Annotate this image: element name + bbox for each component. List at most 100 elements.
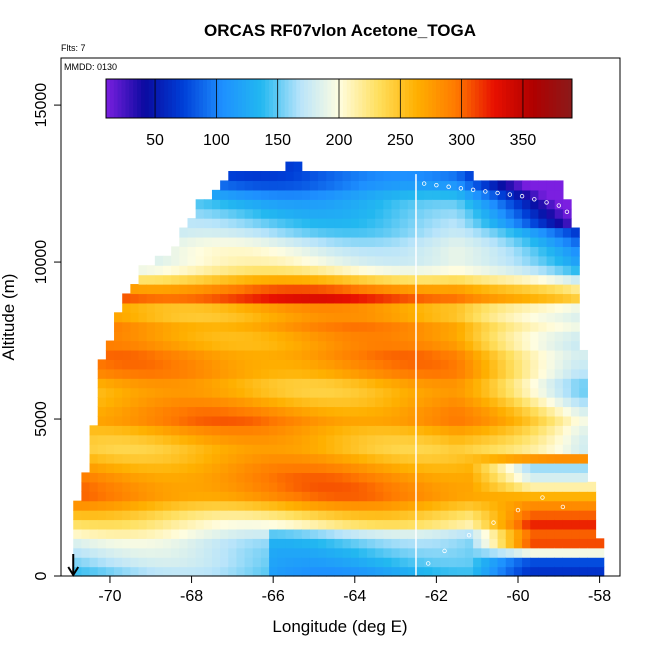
heatmap-cell	[211, 538, 221, 549]
heatmap-cell	[228, 236, 238, 247]
heatmap-cell	[334, 491, 344, 502]
heatmap-cell	[260, 255, 270, 266]
heatmap-cell	[220, 472, 229, 483]
heatmap-cell	[579, 444, 588, 455]
heatmap-cell	[456, 218, 466, 229]
heatmap-cell	[473, 397, 482, 408]
heatmap-cell	[481, 510, 491, 521]
heatmap-cell	[489, 491, 499, 502]
heatmap-cell	[211, 349, 221, 360]
heatmap-cell	[211, 462, 221, 473]
colorbar-swatch	[249, 79, 255, 118]
heatmap-cell	[130, 491, 140, 502]
heatmap-cell	[538, 227, 548, 238]
heatmap-cell	[220, 349, 229, 360]
heatmap-cell	[432, 444, 442, 455]
heatmap-cell	[562, 406, 572, 417]
heatmap-cell	[473, 378, 482, 389]
heatmap-cell	[522, 547, 531, 558]
heatmap-cell	[546, 284, 556, 295]
heatmap-cell	[546, 387, 556, 398]
heatmap-cell	[220, 378, 229, 389]
heatmap-cell	[309, 180, 319, 191]
x-axis-label: Longitude (deg E)	[272, 617, 407, 636]
heatmap-cell	[138, 491, 148, 502]
heatmap-cell	[252, 246, 262, 257]
heatmap-cell	[309, 284, 319, 295]
heatmap-cell	[171, 538, 180, 549]
heatmap-cell	[530, 340, 539, 351]
heatmap-cell	[81, 519, 91, 530]
heatmap-cell	[138, 547, 148, 558]
heatmap-cell	[171, 566, 180, 577]
heatmap-cell	[163, 340, 172, 351]
heatmap-cell	[546, 462, 556, 473]
heatmap-cell	[114, 331, 123, 342]
heatmap-cell	[473, 472, 482, 483]
heatmap-cell	[473, 331, 482, 342]
heatmap-cell	[415, 500, 425, 511]
heatmap-cell	[440, 434, 450, 445]
heatmap-cell	[236, 293, 246, 304]
heatmap-cell	[513, 218, 523, 229]
heatmap-cell	[456, 444, 466, 455]
heatmap-cell	[293, 199, 303, 210]
heatmap-cell	[587, 528, 597, 539]
heatmap-cell	[260, 208, 270, 219]
heatmap-cell	[505, 519, 515, 530]
heatmap-cell	[187, 359, 197, 370]
heatmap-cell	[195, 481, 205, 492]
heatmap-cell	[473, 538, 482, 549]
heatmap-cell	[89, 462, 99, 473]
heatmap-cell	[448, 406, 458, 417]
heatmap-cell	[236, 302, 246, 313]
heatmap-cell	[513, 528, 523, 539]
heatmap-cell	[309, 349, 319, 360]
heatmap-cell	[383, 312, 393, 323]
heatmap-cell	[424, 472, 433, 483]
heatmap-cell	[285, 180, 295, 191]
heatmap-cell	[105, 349, 115, 360]
heatmap-cell	[326, 481, 335, 492]
heatmap-cell	[154, 331, 164, 342]
heatmap-cell	[146, 425, 156, 436]
heatmap-cell	[464, 293, 474, 304]
heatmap-cell	[277, 387, 287, 398]
heatmap-cell	[464, 171, 474, 182]
heatmap-cell	[285, 274, 295, 285]
heatmap-cell	[579, 538, 588, 549]
heatmap-cell	[269, 406, 278, 417]
heatmap-cell	[432, 236, 442, 247]
heatmap-cell	[163, 387, 172, 398]
heatmap-cell	[236, 227, 246, 238]
heatmap-cell	[415, 246, 425, 257]
heatmap-cell	[293, 246, 303, 257]
heatmap-cell	[497, 538, 507, 549]
heatmap-cell	[318, 538, 327, 549]
heatmap-cell	[481, 255, 491, 266]
heatmap-cell	[538, 246, 548, 257]
heatmap-cell	[497, 510, 507, 521]
heatmap-cell	[187, 519, 197, 530]
heatmap-cell	[228, 189, 238, 200]
heatmap-cell	[522, 321, 531, 332]
heatmap-cell	[367, 180, 376, 191]
heatmap-cell	[309, 255, 319, 266]
heatmap-cell	[473, 246, 482, 257]
heatmap-cell	[89, 425, 99, 436]
heatmap-cell	[81, 472, 91, 483]
heatmap-cell	[538, 481, 548, 492]
heatmap-cell	[562, 340, 572, 351]
heatmap-cell	[211, 566, 221, 577]
heatmap-cell	[497, 472, 507, 483]
heatmap-cell	[407, 425, 417, 436]
heatmap-cell	[415, 180, 425, 191]
heatmap-cell	[350, 171, 360, 182]
heatmap-cell	[236, 500, 246, 511]
heatmap-cell	[105, 557, 115, 568]
heatmap-cell	[538, 349, 548, 360]
heatmap-cell	[260, 538, 270, 549]
heatmap-cell	[448, 538, 458, 549]
heatmap-cell	[318, 453, 327, 464]
heatmap-cell	[211, 547, 221, 558]
